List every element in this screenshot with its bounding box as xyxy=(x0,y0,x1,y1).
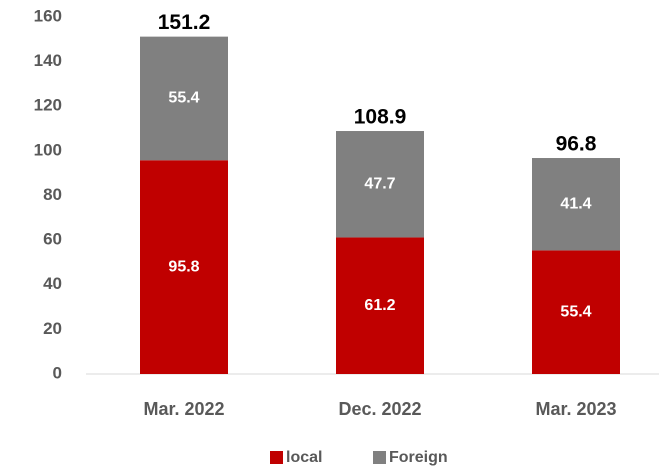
value-label: 55.4 xyxy=(560,303,591,320)
y-tick-label: 60 xyxy=(43,230,62,249)
y-tick-label: 120 xyxy=(34,96,62,115)
x-tick-label: Mar. 2023 xyxy=(535,399,616,419)
bar-segment xyxy=(532,250,620,374)
bar-segment xyxy=(140,160,228,374)
y-tick-label: 140 xyxy=(34,51,62,70)
y-tick-label: 100 xyxy=(34,140,62,159)
y-tick-label: 160 xyxy=(34,6,62,25)
y-tick-label: 80 xyxy=(43,185,62,204)
value-label: 61.2 xyxy=(364,297,395,314)
total-label: 108.9 xyxy=(354,106,407,129)
legend-swatch xyxy=(270,451,283,464)
x-tick-label: Dec. 2022 xyxy=(338,399,421,419)
bar-segment xyxy=(140,36,228,161)
value-label: 47.7 xyxy=(364,175,395,192)
legend-label: local xyxy=(286,449,322,466)
x-tick-label: Mar. 2022 xyxy=(143,399,224,419)
value-label: 55.4 xyxy=(168,90,199,107)
y-tick-label: 20 xyxy=(43,319,62,338)
total-label: 151.2 xyxy=(158,11,211,34)
legend-label: Foreign xyxy=(389,449,448,466)
value-label: 95.8 xyxy=(168,258,199,275)
bar-segment xyxy=(532,158,620,251)
y-tick-label: 40 xyxy=(43,274,62,293)
value-label: 41.4 xyxy=(560,195,591,212)
bar-segment xyxy=(336,237,424,374)
bar-segment xyxy=(336,131,424,238)
y-tick-label: 0 xyxy=(53,363,62,382)
total-label: 96.8 xyxy=(556,133,597,156)
legend-swatch xyxy=(373,451,386,464)
